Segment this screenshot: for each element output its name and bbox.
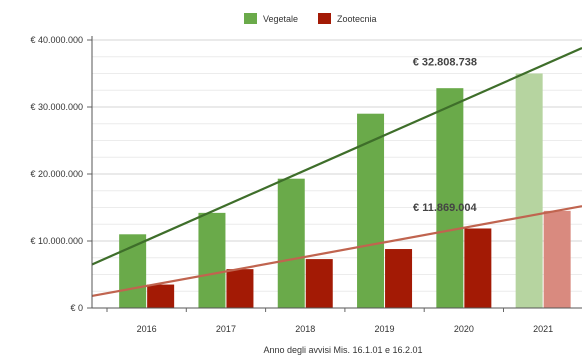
bar-zootecnia-2016: [147, 284, 175, 308]
x-tick-label: 2018: [295, 324, 315, 334]
bar-vegetale-2019: [357, 113, 385, 308]
bar-vegetale-2020: [436, 88, 464, 308]
bars: [119, 73, 571, 308]
y-tick-label: € 0: [70, 303, 83, 313]
y-tick-label: € 40.000.000: [30, 35, 83, 45]
trendline-zootecnia: [91, 205, 582, 298]
gridlines: [92, 39, 582, 309]
x-tick-label: 2017: [216, 324, 236, 334]
axes: [87, 36, 582, 312]
bar-vegetale-2018: [277, 178, 305, 308]
bar-zootecnia-2018: [305, 259, 333, 308]
trendline-vegetale: [91, 47, 582, 266]
labels: € 0 € 10.000.000 € 20.000.000 € 30.000.000 €…: [30, 35, 553, 334]
y-tick-label: € 20.000.000: [30, 169, 83, 179]
legend-swatch-zootecnia: [318, 13, 331, 24]
x-tick-label: 2020: [454, 324, 474, 334]
x-tick-label: 2019: [375, 324, 395, 334]
y-tick-label: € 10.000.000: [30, 236, 83, 246]
bar-vegetale-2017: [198, 212, 226, 308]
legend-label-vegetale: Vegetale: [263, 14, 298, 24]
trendlines: [91, 47, 582, 298]
bar-vegetale-2021: [515, 73, 543, 308]
bar-zootecnia-2021: [543, 210, 571, 308]
bar-zootecnia-2019: [385, 249, 413, 308]
x-axis-title: Anno degli avvisi Mis. 16.1.01 e 16.2.01: [263, 345, 422, 355]
bar-zootecnia-2020: [464, 228, 492, 308]
bar-zootecnia-2017: [226, 269, 254, 308]
y-tick-label: € 30.000.000: [30, 102, 83, 112]
x-tick-label: 2016: [137, 324, 157, 334]
value-annotation: € 32.808.738: [413, 56, 477, 68]
legend: Vegetale Zootecnia: [244, 13, 377, 24]
legend-label-zootecnia: Zootecnia: [337, 14, 377, 24]
x-tick-label: 2021: [533, 324, 553, 334]
legend-swatch-vegetale: [244, 13, 257, 24]
value-annotation: € 11.869.004: [413, 202, 478, 214]
